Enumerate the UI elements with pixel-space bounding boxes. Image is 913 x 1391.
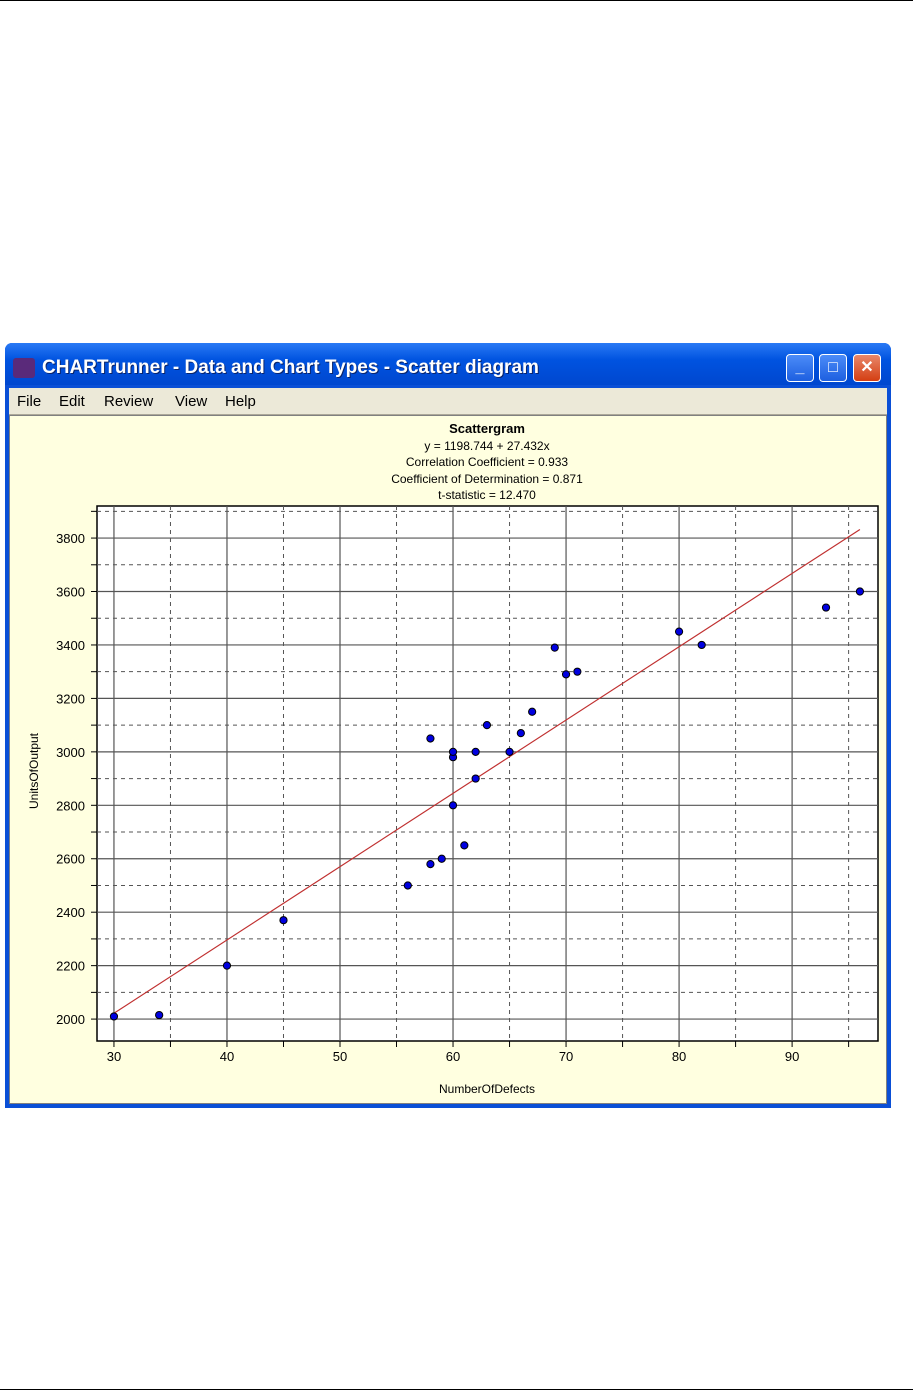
data-point (516, 729, 525, 738)
title-bar[interactable]: CHARTrunner - Data and Chart Types - Sca… (5, 343, 891, 385)
t-statistic: t-statistic = 12.470 (438, 488, 536, 502)
data-point (505, 747, 514, 756)
data-point (109, 1012, 119, 1021)
menu-bar: File Edit Review View Help (9, 388, 887, 415)
app-icon (13, 358, 35, 378)
data-point (222, 961, 232, 970)
menu-file[interactable]: File (17, 393, 42, 410)
minimize-button[interactable]: _ (786, 354, 814, 382)
app-window: CHARTrunner - Data and Chart Types - Sca… (5, 343, 891, 1108)
data-point (471, 774, 480, 783)
menu-review[interactable]: Review (104, 393, 154, 410)
y-tick-label: 2000 (56, 1012, 85, 1027)
data-point (855, 587, 865, 596)
plot-area (96, 505, 879, 1042)
y-tick-label: 2800 (56, 798, 85, 813)
data-point (550, 643, 559, 652)
y-tick-label: 3000 (56, 745, 85, 760)
data-point (426, 859, 435, 869)
correlation-coefficient: Correlation Coefficient = 0.933 (406, 455, 569, 469)
menu-help[interactable]: Help (225, 393, 256, 410)
regression-equation: y = 1198.744 + 27.432x (424, 439, 549, 453)
coefficient-of-determination: Coefficient of Determination = 0.871 (391, 472, 583, 486)
data-point (528, 707, 537, 716)
x-axis-label: NumberOfDefects (439, 1082, 535, 1096)
data-point (674, 627, 684, 636)
data-point (437, 854, 446, 863)
window-title: CHARTrunner - Data and Chart Types - Sca… (42, 357, 539, 378)
y-tick-label: 3600 (56, 585, 85, 600)
data-point (561, 670, 571, 679)
data-point (460, 841, 469, 850)
y-tick-label: 3400 (56, 638, 85, 653)
page-top-rule (0, 0, 913, 1)
y-axis-label: UnitsOfOutput (27, 732, 41, 809)
scatter-chart: Scattergram y = 1198.744 + 27.432x Corre… (27, 421, 879, 1096)
regression-line (113, 528, 861, 1014)
x-tick-label: 40 (220, 1049, 234, 1064)
chart-area: Scattergram y = 1198.744 + 27.432x Corre… (9, 415, 887, 1104)
y-tick-label: 3800 (56, 531, 85, 546)
y-tick-label: 2200 (56, 959, 85, 974)
x-tick-label: 50 (333, 1049, 347, 1064)
x-tick-label: 60 (446, 1049, 460, 1064)
chart-title: Scattergram (449, 421, 525, 436)
data-point (482, 721, 492, 730)
menu-view[interactable]: View (175, 393, 208, 410)
data-point (448, 747, 458, 756)
y-tick-label: 3200 (56, 691, 85, 706)
data-point (448, 801, 458, 810)
x-tick-label: 90 (785, 1049, 799, 1064)
maximize-button[interactable]: □ (819, 354, 847, 382)
data-point (821, 603, 831, 612)
data-point (155, 1010, 164, 1020)
x-tick-label: 30 (107, 1049, 121, 1064)
x-tick-label: 80 (672, 1049, 686, 1064)
close-button[interactable]: ✕ (853, 354, 881, 382)
page-bottom-rule (0, 1389, 913, 1390)
x-tick-label: 70 (559, 1049, 573, 1064)
data-point (573, 667, 582, 676)
data-point (403, 881, 412, 890)
y-tick-label: 2600 (56, 852, 85, 867)
data-point (697, 640, 706, 650)
data-point (426, 734, 435, 743)
menu-edit[interactable]: Edit (59, 393, 85, 410)
data-point (279, 916, 288, 925)
y-tick-label: 2400 (56, 905, 85, 920)
data-point (471, 747, 480, 756)
